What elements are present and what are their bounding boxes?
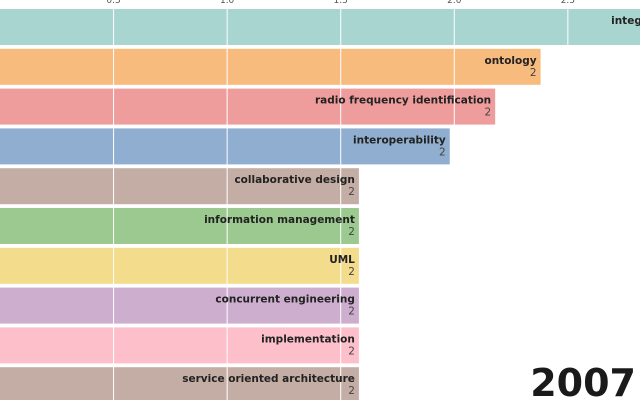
- x-tick-label-4: 2.5: [561, 0, 575, 6]
- bar-value-label-1: 2: [530, 67, 537, 79]
- bar-4: [0, 168, 359, 205]
- bar-value-label-7: 2: [348, 306, 355, 318]
- bar-7: [0, 287, 359, 324]
- bar-category-label-0: integration: [611, 15, 640, 27]
- year-label: 2007: [530, 361, 636, 400]
- x-ticks-group: 0.5 1.0 1.5 2.0 2.5: [106, 0, 575, 6]
- bar-5: [0, 208, 359, 244]
- bar-category-label-1: ontology: [484, 55, 536, 67]
- bar-2: [0, 88, 496, 125]
- bar-value-label-3: 2: [439, 146, 446, 158]
- bar-value-label-6: 2: [348, 266, 355, 278]
- bar-category-label-8: implementation: [261, 333, 355, 345]
- bar-category-label-6: UML: [329, 254, 355, 266]
- bar-3: [0, 128, 450, 165]
- bar-6: [0, 247, 359, 284]
- x-tick-label-1: 1.0: [220, 0, 235, 6]
- bar-category-label-9: service oriented architecture: [182, 373, 355, 385]
- bar-category-label-4: collaborative design: [234, 174, 354, 186]
- gridlines-group: [113, 0, 569, 400]
- bar-value-label-9: 2: [348, 385, 355, 397]
- bar-1: [0, 48, 541, 85]
- x-tick-label-3: 2.0: [447, 0, 462, 6]
- bar-9: [0, 367, 359, 400]
- bar-8: [0, 327, 359, 364]
- bar-value-label-8: 2: [348, 345, 355, 357]
- bar-value-label-4: 2: [348, 186, 355, 198]
- bar-value-label-2: 2: [484, 107, 491, 119]
- bars-group: [0, 9, 640, 400]
- x-tick-label-2: 1.5: [334, 0, 348, 6]
- bar-0: [0, 9, 640, 45]
- bar-category-label-5: information management: [204, 214, 355, 226]
- x-tick-label-0: 0.5: [106, 0, 120, 6]
- bar-category-label-2: radio frequency identification: [315, 95, 491, 107]
- bar-value-label-5: 2: [348, 226, 355, 238]
- bar-category-label-3: interoperability: [353, 134, 446, 146]
- bar-labels-group: integration3ontology2radio frequency ide…: [182, 15, 640, 397]
- bar-category-label-7: concurrent engineering: [215, 294, 354, 306]
